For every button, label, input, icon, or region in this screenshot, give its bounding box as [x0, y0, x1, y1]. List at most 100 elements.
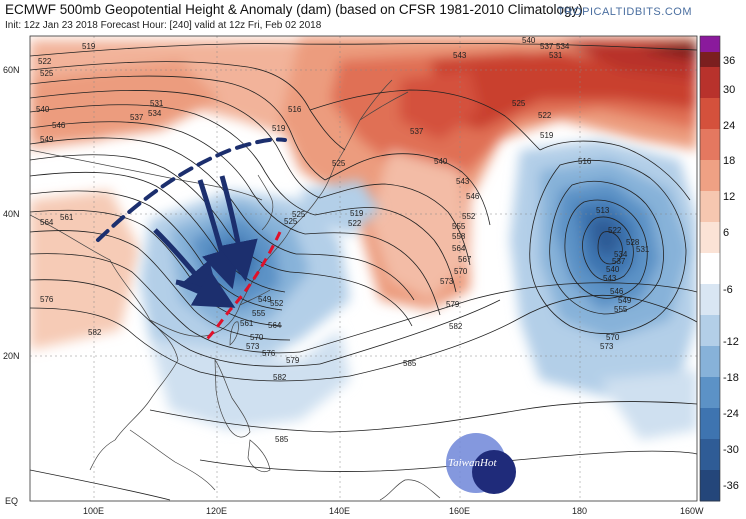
contour-label: 534	[148, 109, 162, 118]
lon-label: 120E	[206, 506, 227, 516]
colorbar-segment	[700, 439, 720, 471]
contour-label: 564	[452, 244, 466, 253]
lon-label: 140E	[329, 506, 350, 516]
contour-label: 555	[252, 309, 266, 318]
height-contours	[30, 42, 697, 501]
colorbar: 36 30 24 18 12 6 -6 -12 -18 -24 -30 -36	[699, 35, 739, 502]
cold-anomalies	[140, 140, 697, 440]
colorbar-tick-label: 12	[723, 191, 735, 203]
colorbar-outline	[699, 35, 721, 502]
contour-label: 582	[88, 328, 102, 337]
contour-label: 531	[636, 245, 650, 254]
contour-label: 525	[512, 99, 526, 108]
contour-label: 555	[614, 305, 628, 314]
contour-label: 525	[40, 69, 54, 78]
contour-label: 540	[434, 157, 448, 166]
contour-label: 537	[130, 113, 144, 122]
trough-axis-line	[96, 137, 287, 242]
contour-label: 564	[40, 218, 54, 227]
contour-label: 522	[348, 219, 362, 228]
header-bar: ECMWF 500mb Geopotential Height & Anomal…	[0, 0, 746, 36]
lat-label: 40N	[3, 209, 20, 219]
colorbar-segment	[700, 160, 720, 192]
watermark-circle-dark	[472, 450, 516, 494]
colorbar-tick-label: 6	[723, 227, 729, 239]
contour-label: 531	[549, 51, 563, 60]
colorbar-segment	[700, 377, 720, 409]
colorbar-segment	[700, 98, 720, 130]
contour-label: 516	[578, 157, 592, 166]
colorbar-segment	[700, 191, 720, 223]
contour-label: 549	[618, 296, 632, 305]
contour-label: 543	[453, 51, 467, 60]
contour-label: 537	[540, 42, 554, 51]
lat-label: EQ	[5, 496, 18, 506]
contour-label: 519	[82, 42, 96, 51]
colorbar-segment	[700, 315, 720, 347]
contour-label: 570	[454, 267, 468, 276]
contour-label: 540	[522, 36, 536, 45]
contour-label: 522	[608, 226, 622, 235]
contour-label: 552	[270, 299, 284, 308]
ridge-axis-line	[204, 231, 282, 342]
contour-label: 546	[466, 192, 480, 201]
contour-label: 519	[272, 124, 286, 133]
contour-label: 540	[36, 105, 50, 114]
contour-label: 549	[258, 295, 272, 304]
contour-label: 534	[614, 250, 628, 259]
colorbar-segment	[700, 222, 720, 254]
contour-label: 528	[626, 238, 640, 247]
colorbar-segment	[700, 470, 720, 502]
contour-label: 561	[240, 319, 254, 328]
contour-label: 516	[288, 105, 302, 114]
contour-label: 570	[606, 333, 620, 342]
colorbar-tick-label: 18	[723, 155, 735, 167]
contour-label: 543	[456, 177, 470, 186]
map-subtitle: Init: 12z Jan 23 2018 Forecast Hour: [24…	[5, 20, 322, 31]
contour-label: 549	[40, 135, 54, 144]
contour-label: 522	[38, 57, 52, 66]
contour-label: 561	[60, 213, 74, 222]
colorbar-segment	[700, 253, 720, 285]
cold-air-arrow	[175, 270, 236, 308]
contour-label: 579	[286, 356, 300, 365]
brand-label: TROPICALTIDBITS.COM	[557, 6, 692, 18]
contour-label: 582	[273, 373, 287, 382]
contour-label: 558	[452, 232, 466, 241]
contour-label: 576	[262, 349, 276, 358]
watermark-text: TaiwanHot	[448, 457, 497, 469]
cold-air-arrow	[218, 175, 258, 282]
lon-label: 160W	[680, 506, 704, 516]
contour-label: 513	[596, 206, 610, 215]
contour-label: 579	[446, 300, 460, 309]
contour-label: 576	[40, 295, 54, 304]
colorbar-segment	[700, 284, 720, 316]
lat-label: 60N	[3, 65, 20, 75]
contour-label: 543	[603, 274, 617, 283]
contour-label: 534	[556, 42, 570, 51]
contour-label: 522	[538, 111, 552, 120]
contour-label: 570	[250, 333, 264, 342]
taiwanhot-watermark: TaiwanHot	[446, 433, 516, 494]
lon-label: 100E	[83, 506, 104, 516]
contour-label: 519	[350, 209, 364, 218]
contour-label: 546	[52, 121, 66, 130]
lon-label: 160E	[449, 506, 470, 516]
lat-label: 20N	[3, 351, 20, 361]
contour-label: 564	[268, 321, 282, 330]
map-frame	[29, 35, 698, 502]
colorbar-tick-label: -12	[723, 336, 739, 348]
colorbar-segment	[700, 408, 720, 440]
colorbar-tick-label: -6	[723, 284, 733, 296]
contour-label: 582	[449, 322, 463, 331]
contour-label: 573	[600, 342, 614, 351]
contour-label: 585	[275, 435, 289, 444]
contour-label: 555	[452, 222, 466, 231]
graticule	[30, 36, 697, 501]
contour-label: 552	[462, 212, 476, 221]
contour-label: 567	[458, 255, 472, 264]
longitude-labels: 100E 120E 140E 160E 180 160W	[83, 506, 704, 516]
colorbar-tick-label: 24	[723, 120, 735, 132]
colorbar-segment	[700, 67, 720, 99]
